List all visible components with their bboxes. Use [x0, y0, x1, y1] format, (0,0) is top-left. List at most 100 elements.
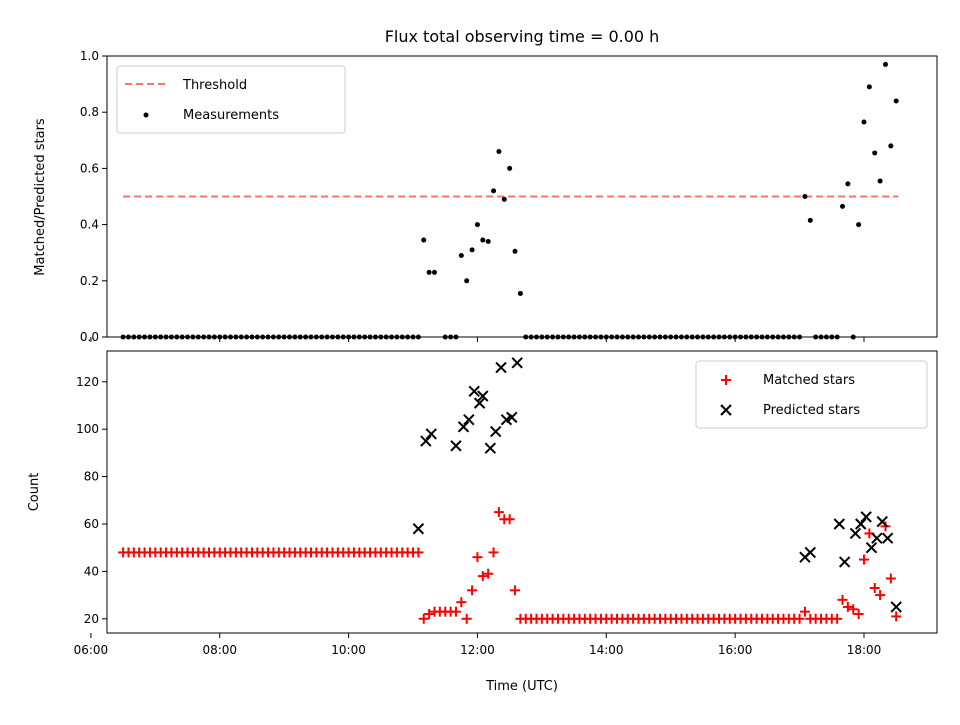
- matched-star-point: [493, 507, 504, 518]
- measurement-point: [802, 194, 808, 199]
- predicted-star-point: [506, 411, 518, 424]
- matched-star-point: [799, 606, 810, 617]
- matched-star-point: [794, 613, 805, 624]
- top-y-ticks: 0.0 0.2 0.4 0.6 0.8 1.0: [80, 49, 107, 344]
- top-y-tick-label: 0.6: [80, 161, 99, 175]
- bottom-legend-box: [695, 360, 928, 429]
- x-ticks: 06:00 08:00 10:00 12:00 14:00 16:00 18:00: [74, 337, 881, 657]
- measurement-point: [517, 290, 523, 296]
- top-panel: 0.0 0.2 0.4 0.6 0.8 1.0 Matched/Predicted sta…: [33, 49, 938, 344]
- matched-star-point: [418, 613, 429, 624]
- x-tick-label: 16:00: [718, 643, 753, 657]
- measurement-point: [431, 269, 437, 275]
- matched-star-point: [477, 571, 488, 582]
- measurement-point: [491, 188, 497, 194]
- measurement-point: [480, 237, 486, 243]
- matched-star-point: [467, 585, 478, 596]
- matched-star-point: [510, 585, 521, 596]
- bottom-y-axis-label: Count: [27, 473, 42, 512]
- measurement-point: [866, 84, 872, 90]
- predicted-star-point: [838, 556, 851, 568]
- legend-matched-swatch: [721, 375, 731, 385]
- measurement-point: [507, 165, 513, 171]
- bottom-axes-frame: [106, 350, 938, 634]
- x-tick-label: 08:00: [202, 643, 237, 657]
- predicted-star-point: [425, 428, 437, 440]
- measurement-point: [856, 222, 862, 228]
- matched-star-point: [461, 613, 472, 624]
- top-legend: Threshold Measurements: [116, 65, 346, 134]
- measurement-point: [426, 269, 432, 275]
- predicted-star-point: [833, 518, 845, 530]
- predicted-star-point: [849, 527, 862, 540]
- legend-predicted-label: Predicted stars: [763, 403, 860, 418]
- measurement-point: [474, 222, 480, 228]
- measurement-point: [882, 61, 888, 67]
- legend-measurements-label: Measurements: [183, 108, 279, 123]
- matched-star-point: [424, 609, 435, 620]
- predicted-star-point: [890, 601, 902, 613]
- measurement-point: [845, 181, 851, 187]
- matched-star-point: [413, 547, 424, 558]
- predicted-star-point: [881, 532, 894, 544]
- matched-star-point: [488, 547, 499, 558]
- legend-measurements-swatch: [143, 112, 149, 118]
- matched-star-point: [853, 609, 864, 620]
- bottom-y-ticks: 20 40 60 80 100 120: [76, 375, 107, 626]
- measurement-point: [464, 278, 470, 284]
- bottom-panel: 20 40 60 80 100 120 06:00 08:00 10:00 12:00 14:00…: [27, 337, 938, 694]
- matched-star-point: [880, 521, 891, 532]
- top-axes-frame: [106, 55, 938, 338]
- top-y-tick-label: 0.8: [80, 105, 99, 119]
- matched-star-point: [456, 597, 467, 608]
- legend-threshold-label: Threshold: [182, 78, 247, 93]
- matched-star-point: [472, 552, 483, 563]
- measurement-point: [807, 217, 813, 223]
- matched-star-point: [875, 590, 886, 601]
- top-plot-title: Flux total observing time = 0.00 h: [385, 27, 660, 46]
- predicted-star-point: [860, 511, 872, 523]
- measurement-point: [888, 143, 894, 149]
- measurement-point: [861, 119, 867, 125]
- matched-star-point: [483, 568, 494, 579]
- bottom-y-tick-label: 40: [84, 564, 99, 578]
- bottom-plot-area: [118, 357, 902, 624]
- matched-star-point: [891, 611, 902, 622]
- measurement-point: [469, 247, 475, 253]
- predicted-star-point: [855, 518, 867, 530]
- matched-star-point: [832, 613, 843, 624]
- bottom-y-tick-label: 60: [84, 517, 99, 531]
- measurement-point: [501, 196, 507, 202]
- matched-star-point: [450, 606, 461, 617]
- predicted-star-point: [511, 357, 523, 369]
- predicted-star-point: [473, 397, 486, 409]
- x-tick-label: 10:00: [331, 643, 366, 657]
- predicted-star-point: [484, 442, 497, 454]
- measurement-point: [877, 178, 883, 184]
- predicted-star-point: [457, 421, 470, 433]
- matched-star-point: [848, 604, 859, 615]
- matched-star-point: [842, 601, 853, 612]
- bottom-y-tick-label: 100: [76, 422, 99, 436]
- x-tick-label: 14:00: [589, 643, 624, 657]
- measurement-point: [496, 149, 502, 155]
- measurement-point: [893, 98, 899, 104]
- predicted-star-point: [412, 523, 425, 535]
- top-legend-box: [116, 65, 346, 134]
- top-y-tick-label: 0.0: [80, 330, 99, 344]
- top-y-tick-label: 0.4: [80, 218, 99, 232]
- predicted-star-point: [804, 546, 817, 559]
- bottom-y-tick-label: 120: [76, 375, 99, 389]
- matched-star-point: [504, 514, 515, 525]
- top-y-tick-label: 0.2: [80, 274, 99, 288]
- measurement-point: [421, 237, 427, 243]
- predicted-star-point: [463, 414, 475, 426]
- measurement-point: [512, 248, 518, 254]
- measurement-point: [485, 238, 491, 244]
- measurement-point: [458, 253, 464, 259]
- legend-matched-label: Matched stars: [763, 373, 855, 388]
- matched-star-point: [837, 594, 848, 605]
- predicted-star-point: [495, 361, 507, 374]
- predicted-star-point: [468, 385, 480, 397]
